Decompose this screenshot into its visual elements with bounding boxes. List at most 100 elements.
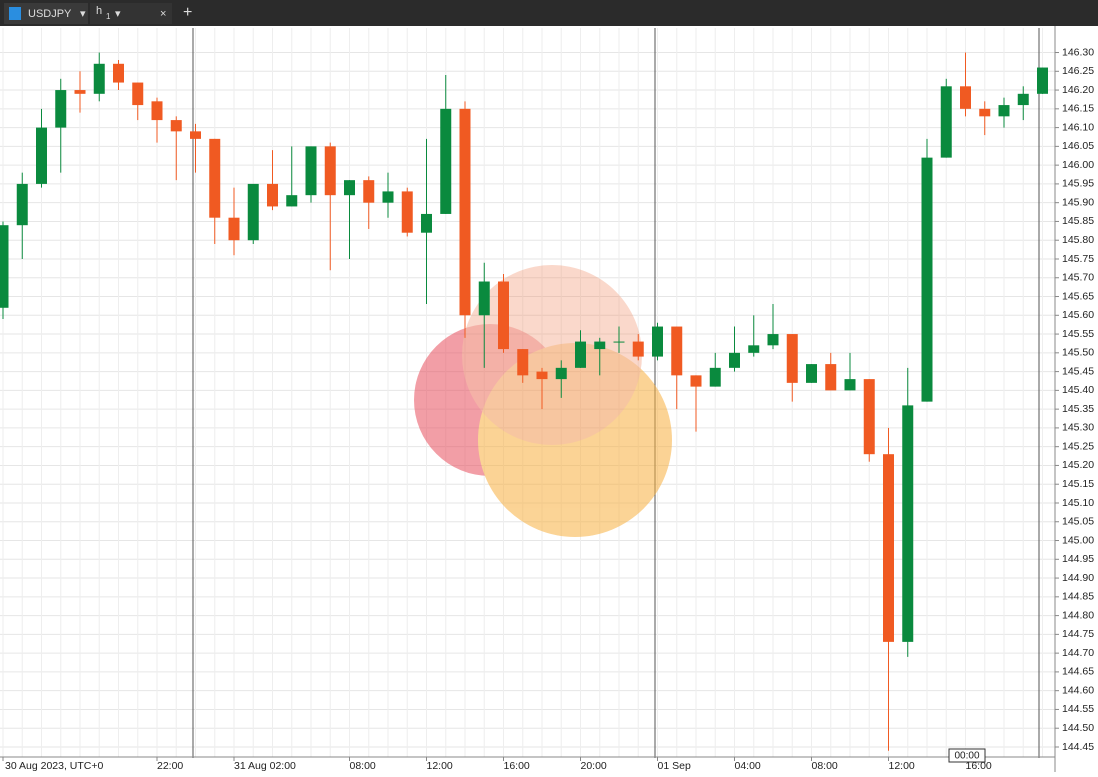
candle-body xyxy=(382,191,394,203)
candle-body xyxy=(998,105,1010,117)
candle-body xyxy=(863,379,875,455)
candle-body xyxy=(36,127,47,184)
candle-body xyxy=(555,367,567,380)
candle-body xyxy=(459,108,471,316)
candle-body xyxy=(517,349,529,376)
candle xyxy=(575,330,586,368)
candle xyxy=(305,146,317,203)
dropdown-arrow[interactable]: ▾ xyxy=(80,8,86,20)
candle xyxy=(555,360,567,398)
candle xyxy=(767,304,779,350)
close-tab[interactable]: × xyxy=(160,8,166,20)
candle-body xyxy=(825,364,837,391)
candle xyxy=(93,52,105,102)
candle xyxy=(844,352,856,391)
candle-body xyxy=(74,90,86,94)
y-tick-label: 145.75 xyxy=(1062,253,1094,265)
y-tick-label: 144.95 xyxy=(1062,553,1094,565)
symbol-tab-label[interactable]: USDJPY xyxy=(28,8,72,20)
y-tick-label: 144.45 xyxy=(1062,741,1094,753)
timeframe-label[interactable]: h xyxy=(96,5,102,17)
candle xyxy=(0,221,9,320)
y-tick-label: 145.15 xyxy=(1062,478,1094,490)
add-tab[interactable]: + xyxy=(183,4,192,21)
tab-bar: USDJPY ▾ h 1 ▾ × + xyxy=(0,0,1098,26)
x-tick-label: 08:00 xyxy=(350,760,376,772)
candle xyxy=(170,116,182,181)
candle xyxy=(247,183,259,244)
x-tick-label: 31 Aug 02:00 xyxy=(234,760,296,772)
x-tick-label: 22:00 xyxy=(157,760,183,772)
y-tick-label: 145.30 xyxy=(1062,422,1094,434)
candle xyxy=(921,138,933,402)
y-tick-label: 145.70 xyxy=(1062,272,1094,284)
y-tick-label: 146.05 xyxy=(1062,140,1094,152)
candle-body xyxy=(921,157,933,402)
y-tick-label: 145.05 xyxy=(1062,516,1094,528)
y-tick-label: 146.25 xyxy=(1062,65,1094,77)
candle xyxy=(190,123,201,173)
candle-body xyxy=(498,281,509,350)
candle xyxy=(324,142,336,271)
y-tick-label: 145.35 xyxy=(1062,403,1094,415)
candle xyxy=(113,60,124,91)
candle-body xyxy=(344,180,355,196)
axes: 146.30 146.25 146.20 146.15 146.10 146.05 146.… xyxy=(2,46,1094,772)
candle-body xyxy=(363,180,375,203)
candle xyxy=(382,172,394,218)
candle-body xyxy=(575,341,586,368)
candles xyxy=(0,52,1048,751)
candle-body xyxy=(267,183,278,207)
candle xyxy=(36,108,47,188)
candle-body xyxy=(844,379,856,391)
candle-body xyxy=(286,195,298,207)
tab[interactable] xyxy=(4,3,88,24)
y-tick-label: 145.50 xyxy=(1062,347,1094,359)
y-tick-label: 145.45 xyxy=(1062,365,1094,377)
candle xyxy=(883,427,894,751)
candle-body xyxy=(1017,93,1029,106)
candle xyxy=(979,101,991,136)
candle-body xyxy=(1037,67,1048,94)
candle-body xyxy=(690,375,702,387)
candle-body xyxy=(786,334,798,383)
candle-body xyxy=(709,367,721,387)
y-tick-label: 144.60 xyxy=(1062,684,1094,696)
candle-body xyxy=(960,86,971,109)
y-tick-label: 145.60 xyxy=(1062,309,1094,321)
y-tick-label: 146.00 xyxy=(1062,159,1094,171)
candle-body xyxy=(0,225,9,308)
x-tick-label: 08:00 xyxy=(812,760,838,772)
y-tick-label: 145.85 xyxy=(1062,215,1094,227)
y-tick-label: 144.80 xyxy=(1062,609,1094,621)
candle-body xyxy=(55,90,67,128)
candle-body xyxy=(806,364,817,383)
candle-body xyxy=(748,345,760,353)
candle xyxy=(613,326,625,353)
y-tick-label: 146.15 xyxy=(1062,103,1094,115)
y-tick-label: 145.90 xyxy=(1062,196,1094,208)
candle-body xyxy=(228,217,240,241)
dropdown-arrow[interactable]: ▾ xyxy=(115,8,121,20)
candle-body xyxy=(247,183,259,241)
symbol-icon xyxy=(9,7,21,20)
y-tick-label: 145.40 xyxy=(1062,384,1094,396)
candle-body xyxy=(883,454,894,642)
candle-body xyxy=(902,405,914,642)
timeframe-sub-label[interactable]: 1 xyxy=(106,12,111,21)
candle-body xyxy=(113,63,124,83)
candle-body xyxy=(324,146,336,196)
candle-body xyxy=(151,101,163,121)
y-tick-label: 145.65 xyxy=(1062,290,1094,302)
candle xyxy=(498,274,509,353)
y-tick-label: 144.90 xyxy=(1062,572,1094,584)
tab[interactable] xyxy=(90,3,172,24)
candle-body xyxy=(536,371,548,380)
y-tick-label: 146.20 xyxy=(1062,84,1094,96)
x-tick-label: 12:00 xyxy=(889,760,915,772)
candle-body xyxy=(190,131,201,139)
candle xyxy=(401,187,413,237)
candle xyxy=(16,172,28,259)
y-tick-label: 144.85 xyxy=(1062,591,1094,603)
candle xyxy=(690,375,702,432)
